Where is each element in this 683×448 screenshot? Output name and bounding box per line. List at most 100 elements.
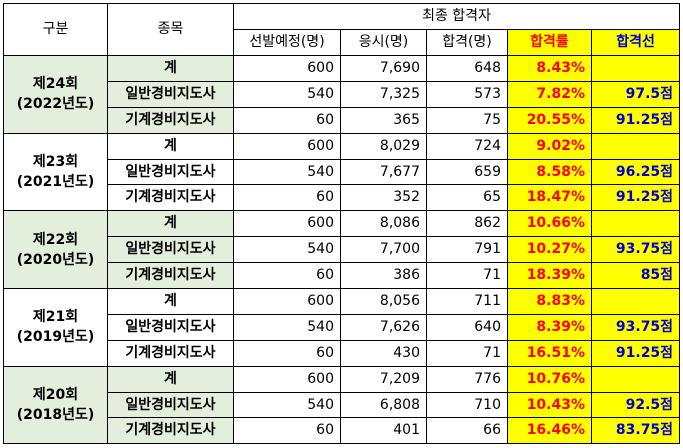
round-year: (2021년도) <box>16 174 95 190</box>
applicant-count: 7,677 <box>340 158 427 186</box>
cutoff-score: 83.75점 <box>590 417 681 445</box>
applicant-count: 365 <box>340 106 427 134</box>
pass-rate: 10.66% <box>507 210 592 238</box>
round-year: (2020년도) <box>16 251 95 268</box>
pass-rate: 10.76% <box>507 365 592 393</box>
table-row: 제22회 (2020년도) 계 600 8,086 862 10.66% <box>3 210 681 290</box>
pass-rate: 8.83% <box>507 288 592 315</box>
pass-rate: 7.82% <box>507 80 592 108</box>
passed-count: 791 <box>426 236 508 264</box>
planned-count: 540 <box>233 391 341 419</box>
applicant-count: 6,808 <box>340 391 427 419</box>
pass-rate: 9.02% <box>507 132 592 160</box>
passed-count: 65 <box>426 184 508 212</box>
cutoff-score <box>590 132 681 160</box>
pass-rate: 18.47% <box>507 184 592 212</box>
pass-rate: 10.27% <box>507 236 592 264</box>
planned-count: 600 <box>233 288 341 315</box>
passed-count: 724 <box>426 132 508 160</box>
cutoff-score: 97.5점 <box>590 80 681 108</box>
pass-rate: 16.51% <box>507 339 592 367</box>
table-row: 제20회 (2018년도) 계 600 7,209 776 10.76% <box>3 365 681 445</box>
planned-count: 60 <box>233 339 341 367</box>
applicant-count: 7,209 <box>340 365 427 393</box>
item-name: 계 <box>107 132 234 160</box>
table-row: 일반경비지도사 540 7,677 659 8.58% 96.25점 <box>4 158 681 186</box>
planned-count: 600 <box>233 132 341 160</box>
passed-count: 573 <box>426 80 508 108</box>
cutoff-score: 93.75점 <box>590 313 681 341</box>
round-number: 제20회 <box>32 387 79 404</box>
passed-count: 659 <box>426 158 508 186</box>
table-row: 기계경비지도사 60 401 66 16.46% 83.75점 <box>4 417 681 445</box>
round-label: 제21회 (2019년도) <box>3 288 108 367</box>
applicant-count: 430 <box>340 339 427 367</box>
item-name: 계 <box>107 210 234 238</box>
round-label: 제22회 (2020년도) <box>3 210 108 290</box>
round-year: (2018년도) <box>16 407 95 424</box>
table-row: 일반경비지도사 540 6,808 710 10.43% 92.5점 <box>4 391 681 419</box>
cutoff-score: 91.25점 <box>590 106 681 134</box>
round-number: 제22회 <box>32 231 79 248</box>
header-final-passers: 최종 합격자 <box>232 3 681 30</box>
planned-count: 540 <box>233 236 341 264</box>
item-name: 계 <box>107 288 234 315</box>
exam-results-table: 구분 종목 최종 합격자 선발예정(명) 응시(명) 합격(명) 합격률 합격선… <box>3 3 681 445</box>
passed-count: 776 <box>426 365 508 393</box>
round-label: 제24회 (2022년도) <box>3 55 108 134</box>
pass-rate: 8.58% <box>507 158 592 186</box>
applicant-count: 386 <box>340 262 427 290</box>
passed-count: 710 <box>426 391 508 419</box>
passed-count: 71 <box>426 262 508 290</box>
applicant-count: 7,626 <box>340 313 427 341</box>
item-name: 기계경비지도사 <box>107 417 234 445</box>
passed-count: 862 <box>426 210 508 238</box>
planned-count: 60 <box>233 417 341 445</box>
cutoff-score: 85점 <box>590 262 681 290</box>
round-year: (2022년도) <box>16 96 95 113</box>
cutoff-score <box>590 288 681 315</box>
pass-rate: 8.43% <box>507 55 592 82</box>
planned-count: 600 <box>233 55 341 82</box>
header-pass-rate: 합격률 <box>507 29 592 56</box>
passed-count: 75 <box>426 106 508 134</box>
round-year: (2019년도) <box>16 329 95 346</box>
header-passed: 합격(명) <box>426 29 508 56</box>
cutoff-score <box>590 210 681 238</box>
applicant-count: 8,056 <box>340 288 427 315</box>
applicant-count: 8,029 <box>340 132 427 160</box>
item-name: 일반경비지도사 <box>107 80 234 108</box>
planned-count: 60 <box>233 184 341 212</box>
cutoff-score: 91.25점 <box>590 184 681 212</box>
item-name: 기계경비지도사 <box>107 339 234 367</box>
table-row: 기계경비지도사 60 352 65 18.47% 91.25점 <box>4 184 681 212</box>
pass-rate: 10.43% <box>507 391 592 419</box>
table-row: 기계경비지도사 60 386 71 18.39% 85점 <box>4 262 681 290</box>
table-row: 제23회 (2021년도) 계 600 8,029 724 9.02% <box>3 132 681 212</box>
item-name: 일반경비지도사 <box>107 158 234 186</box>
item-name: 기계경비지도사 <box>107 184 234 212</box>
pass-rate: 20.55% <box>507 106 592 134</box>
planned-count: 600 <box>233 365 341 393</box>
applicant-count: 8,086 <box>340 210 427 238</box>
cutoff-score <box>590 55 681 82</box>
cutoff-score: 92.5점 <box>590 391 681 419</box>
cutoff-score: 96.25점 <box>590 158 681 186</box>
rounds-body: 제24회 (2022년도) 계 600 7,690 648 8.43% 일반경비지도사 540 7… <box>3 55 681 445</box>
item-name: 일반경비지도사 <box>107 391 234 419</box>
item-name: 기계경비지도사 <box>107 262 234 290</box>
planned-count: 540 <box>233 80 341 108</box>
passed-count: 648 <box>426 55 508 82</box>
planned-count: 540 <box>233 158 341 186</box>
passed-count: 71 <box>426 339 508 367</box>
applicant-count: 7,325 <box>340 80 427 108</box>
round-number: 제21회 <box>32 309 79 326</box>
item-name: 기계경비지도사 <box>107 106 234 134</box>
round-label: 제23회 (2021년도) <box>3 132 108 212</box>
table-row: 기계경비지도사 60 365 75 20.55% 91.25점 <box>4 106 681 134</box>
table-row: 기계경비지도사 60 430 71 16.51% 91.25점 <box>4 339 681 367</box>
cutoff-score: 93.75점 <box>590 236 681 264</box>
applicant-count: 7,700 <box>340 236 427 264</box>
table-row: 일반경비지도사 540 7,626 640 8.39% 93.75점 <box>4 313 681 341</box>
header-applicants: 응시(명) <box>340 29 427 56</box>
